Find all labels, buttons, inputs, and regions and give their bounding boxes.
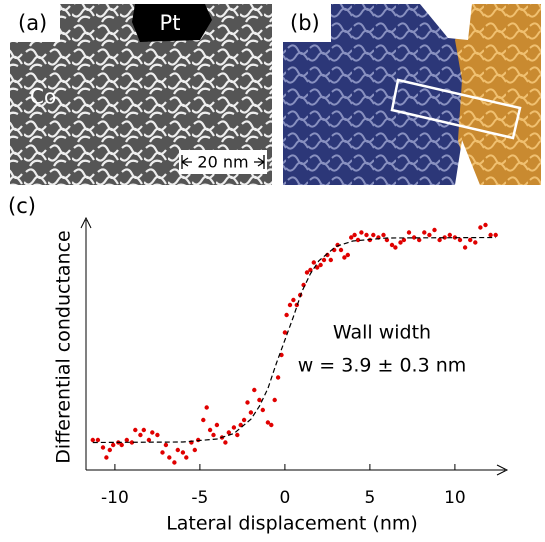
data-point	[339, 248, 343, 252]
data-point	[167, 455, 171, 459]
data-point	[371, 233, 375, 237]
data-point	[205, 405, 209, 409]
data-point	[322, 258, 326, 262]
data-point	[125, 438, 129, 442]
figure: (a) Pt Co 20 nm (b) (c) Differential con…	[0, 0, 545, 542]
data-point	[181, 450, 185, 454]
data-point	[284, 313, 288, 317]
y-axis-label: Differential conductance	[53, 230, 75, 463]
data-point	[288, 303, 292, 307]
data-point	[291, 298, 295, 302]
data-point	[104, 455, 108, 459]
data-point	[276, 375, 280, 379]
data-point	[211, 433, 215, 437]
data-point	[184, 455, 188, 459]
x-axis-label: Lateral displacement (nm)	[166, 513, 418, 535]
data-point	[242, 418, 246, 422]
data-point	[172, 460, 176, 464]
data-point	[312, 260, 316, 264]
data-point	[473, 240, 477, 244]
x-tick-label: 0	[279, 488, 290, 508]
x-tick-label: -10	[101, 488, 129, 508]
data-point	[176, 448, 180, 452]
data-point	[147, 438, 151, 442]
data-point	[164, 443, 168, 447]
data-point	[155, 433, 159, 437]
data-point	[101, 445, 105, 449]
data-point	[283, 330, 287, 334]
data-point	[301, 283, 305, 287]
data-point	[223, 440, 227, 444]
data-point	[133, 428, 137, 432]
region-label: Pt	[160, 11, 181, 35]
panel-label: (c)	[8, 194, 36, 218]
data-point	[468, 238, 472, 242]
data-point	[160, 450, 164, 454]
data-point	[120, 443, 124, 447]
data-point	[208, 428, 212, 432]
x-tick-label: -5	[191, 488, 208, 508]
data-point	[422, 230, 426, 234]
x-tick-label: 10	[444, 488, 466, 508]
x-tick-label: 5	[364, 488, 375, 508]
data-point	[273, 398, 277, 402]
chart: (c) Differential conductance Lateral dis…	[8, 194, 507, 535]
data-point	[215, 423, 219, 427]
data-point	[261, 408, 265, 412]
data-point	[463, 245, 467, 249]
annotation: Wall width	[333, 322, 431, 344]
axes	[81, 218, 507, 475]
data-point	[352, 233, 356, 237]
data-point	[427, 233, 431, 237]
data-point	[483, 223, 487, 227]
data-point	[142, 428, 146, 432]
panel-label: (a)	[18, 11, 47, 35]
data-point	[269, 423, 273, 427]
data-point	[407, 230, 411, 234]
data-point	[193, 448, 197, 452]
panel-b: (b)	[283, 4, 541, 185]
region-label: Co	[30, 85, 56, 109]
data-point	[108, 448, 112, 452]
panel-label: (b)	[290, 11, 320, 35]
scale-bar-label: 20 nm	[197, 153, 248, 172]
data-point	[359, 230, 363, 234]
data-point	[488, 233, 492, 237]
data-point	[364, 233, 368, 237]
fit-line	[93, 238, 496, 443]
annotation: w = 3.9 ± 0.3 nm	[298, 355, 467, 377]
data-point	[245, 400, 249, 404]
data-point	[257, 398, 261, 402]
data-point	[201, 418, 205, 422]
data-point	[150, 430, 154, 434]
data-point	[432, 228, 436, 232]
data-point	[111, 443, 115, 447]
data-point	[494, 233, 498, 237]
data-point	[249, 410, 253, 414]
data-point	[346, 253, 350, 257]
data-point	[235, 433, 239, 437]
data-point	[458, 238, 462, 242]
data-point	[478, 225, 482, 229]
panel-a: (a) Pt Co 20 nm	[10, 4, 272, 185]
data-point	[138, 433, 142, 437]
data-point	[437, 238, 441, 242]
data-point	[232, 425, 236, 429]
data-point	[252, 388, 256, 392]
data-point	[448, 233, 452, 237]
data-point	[91, 438, 95, 442]
data-point	[318, 263, 322, 267]
data-point	[329, 258, 333, 262]
data-point	[96, 438, 100, 442]
data-point	[417, 238, 421, 242]
data-point	[393, 245, 397, 249]
data-point	[381, 233, 385, 237]
